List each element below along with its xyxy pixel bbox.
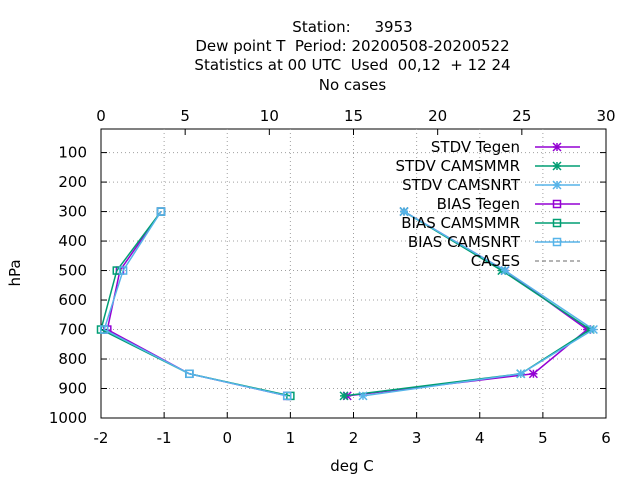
legend-marker-4 [552,218,562,228]
chart-subtitle: No cases [318,76,387,94]
chart-title-line-1: Station: 3953 [292,18,413,36]
x-tick-label: 3 [412,429,422,447]
series-line-3 [106,211,288,397]
series-line-4 [100,211,291,397]
data-point-0 [528,369,538,379]
legend-label-4: BIAS CAMSMMR [401,214,520,232]
legend-marker-5 [552,237,562,247]
data-point-5 [118,266,128,275]
x-tick-label: 5 [538,429,548,447]
y-tick-label: 600 [58,291,87,309]
legend-marker-1 [552,161,562,171]
x-tick-label: 0 [222,429,232,447]
y-tick-label: 900 [58,380,87,398]
x2-tick-label: 15 [344,107,363,125]
legend-marker-3 [552,199,562,209]
x2-tick-label: 0 [96,107,106,125]
x2-tick-label: 5 [180,107,190,125]
legend-label-6: CASES [471,252,520,270]
data-point-5 [156,207,166,216]
data-point-5 [282,391,292,401]
y-tick-label: 100 [58,144,87,162]
x-tick-label: 6 [601,429,611,447]
x2-tick-label: 20 [428,107,447,125]
chart-title-line-2: Dew point T Period: 20200508-20200522 [195,37,510,55]
data-point-5 [99,325,109,334]
data-point-2 [358,391,368,401]
legend-marker-0 [552,142,562,152]
data-point-5 [185,369,194,379]
legend-marker-2 [552,180,562,190]
data-point-2 [588,325,598,335]
legend-label-2: STDV CAMSNRT [402,176,521,194]
x-tick-label: 1 [286,429,296,447]
series-line-5 [103,211,288,397]
x-axis-label: deg C [330,457,374,475]
x-tick-label: 2 [349,429,359,447]
legend-label-0: STDV Tegen [431,138,520,156]
x2-tick-label: 30 [596,107,615,125]
x-tick-label: 4 [475,429,485,447]
data-point-2 [516,369,526,379]
data-point-1 [339,391,349,401]
x-tick-label: -2 [94,429,109,447]
y-tick-label: 700 [58,321,87,339]
y-tick-label: 500 [58,262,87,280]
y-axis-label: hPa [6,259,24,286]
y-tick-label: 1000 [49,409,87,427]
y-tick-label: 400 [58,232,87,250]
x2-tick-label: 25 [512,107,531,125]
data-point-2 [500,266,510,276]
y-tick-label: 200 [58,173,87,191]
legend-label-1: STDV CAMSMMR [395,157,520,175]
y-tick-label: 800 [58,350,87,368]
y-tick-label: 300 [58,203,87,221]
x2-tick-label: 10 [260,107,279,125]
data-point-2 [399,207,409,217]
x-tick-label: -1 [157,429,172,447]
legend-label-3: BIAS Tegen [437,195,520,213]
legend-label-5: BIAS CAMSNRT [408,233,521,251]
chart-title-line-3: Statistics at 00 UTC Used 00,12 + 12 24 [194,56,511,74]
